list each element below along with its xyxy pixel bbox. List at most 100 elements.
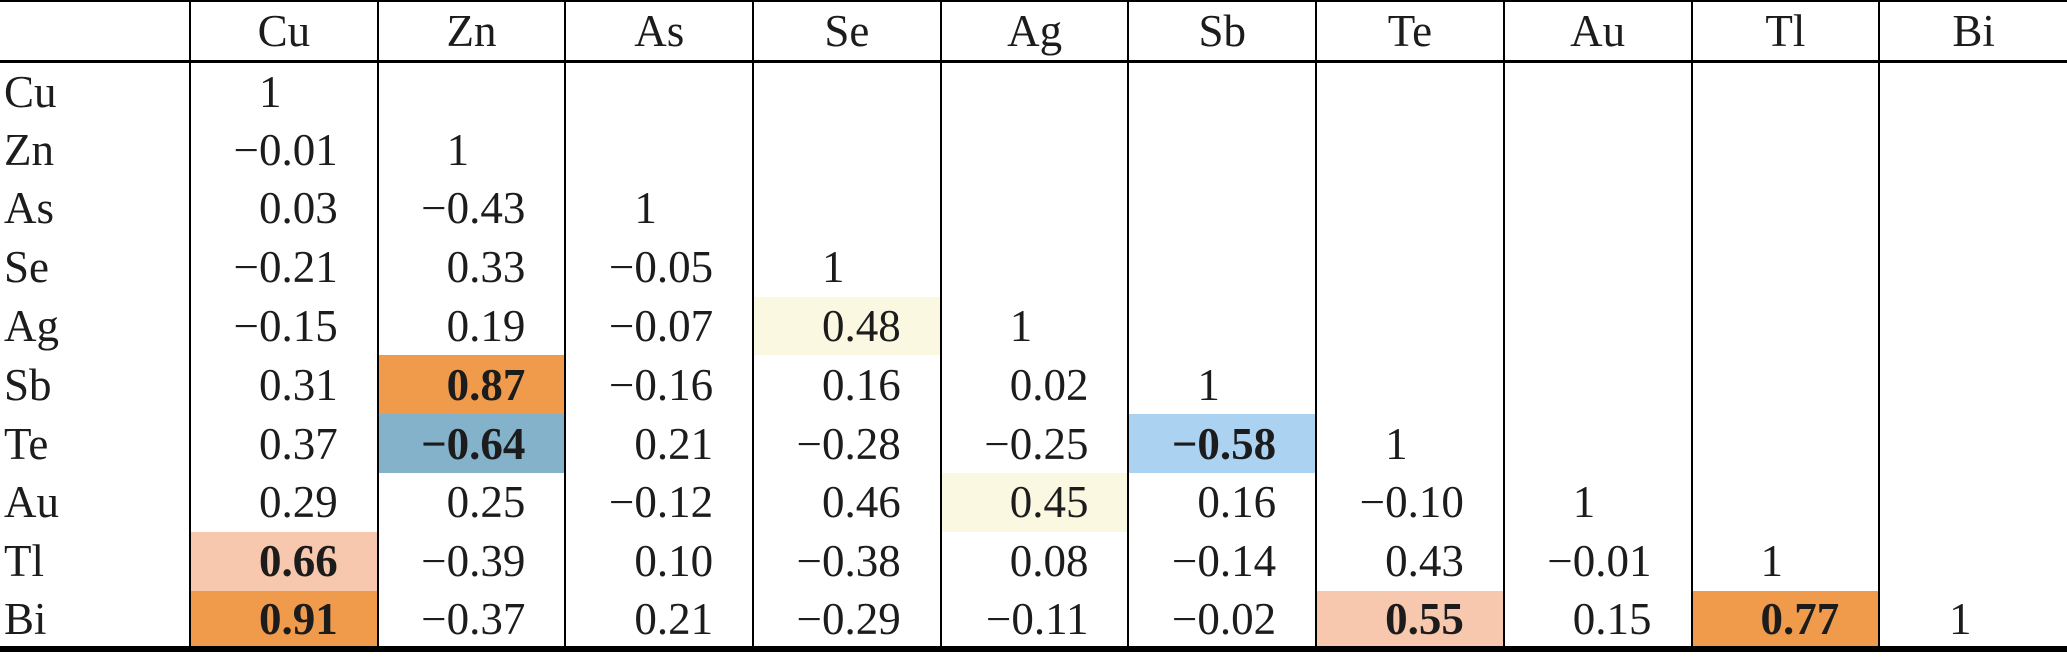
matrix-cell: 0.31 bbox=[189, 355, 378, 415]
matrix-cell: 0.48 bbox=[752, 296, 941, 356]
cell-value: 0.55 bbox=[1385, 593, 1464, 644]
cell-value: −0.25 bbox=[984, 418, 1089, 469]
matrix-cell: 0.21 bbox=[564, 414, 754, 474]
matrix-cell bbox=[1315, 355, 1504, 415]
corner-cell bbox=[0, 1, 190, 63]
cell-value: −0.14 bbox=[1172, 536, 1277, 587]
matrix-cell: 1 bbox=[1127, 355, 1317, 415]
row-label-as: As bbox=[4, 183, 55, 234]
matrix-cell bbox=[1690, 414, 1880, 474]
matrix-cell: 1 bbox=[564, 179, 754, 238]
table-row-bi: Bi 0.91 −0.37 0.21 −0.29 −0.11 −0.02 0.55 0.15 0.… bbox=[0, 590, 2067, 650]
cell-value: 0.03 bbox=[258, 183, 338, 234]
matrix-cell bbox=[1690, 120, 1880, 180]
matrix-cell: −0.05 bbox=[564, 237, 754, 297]
table-row-au: Au 0.29 0.25 −0.12 0.46 0.45 0.16 −0.10 1 bbox=[0, 473, 2067, 532]
matrix-cell: −0.01 bbox=[189, 120, 378, 180]
matrix-cell bbox=[1878, 473, 2067, 532]
table-row-as: As 0.03 −0.43 1 bbox=[0, 179, 2067, 238]
matrix-cell: −0.01 bbox=[1502, 531, 1692, 591]
matrix-cell bbox=[939, 237, 1129, 297]
matrix-cell bbox=[1502, 120, 1692, 180]
column-header-ag: Ag bbox=[939, 1, 1129, 63]
matrix-cell: 0.43 bbox=[1315, 531, 1504, 591]
matrix-cell: 1 bbox=[752, 237, 941, 297]
cell-value: −0.29 bbox=[796, 593, 901, 644]
matrix-cell: 0.02 bbox=[939, 355, 1129, 415]
matrix-cell: −0.43 bbox=[376, 179, 566, 238]
matrix-cell: −0.29 bbox=[752, 590, 941, 650]
column-header-au: Au bbox=[1502, 1, 1692, 63]
row-label-te: Te bbox=[4, 418, 49, 469]
matrix-cell: 0.29 bbox=[189, 473, 378, 532]
column-header-cu: Cu bbox=[189, 1, 378, 63]
header-row: Cu Zn As Se Ag Sb Te Au Tl Bi bbox=[0, 1, 2067, 63]
table-header: Cu Zn As Se Ag Sb Te Au Tl Bi bbox=[0, 1, 2067, 63]
cell-value: −0.21 bbox=[233, 242, 338, 293]
cell-value: 1 bbox=[1572, 477, 1596, 528]
row-label-sb: Sb bbox=[4, 359, 52, 410]
table-row-ag: Ag −0.15 0.19 −0.07 0.48 1 bbox=[0, 296, 2067, 356]
matrix-cell: 0.33 bbox=[376, 237, 566, 297]
cell-value: 0.77 bbox=[1760, 593, 1840, 644]
matrix-cell: −0.28 bbox=[752, 414, 941, 474]
row-label-tl: Tl bbox=[4, 536, 44, 587]
table-row-se: Se −0.21 0.33 −0.05 1 bbox=[0, 237, 2067, 297]
cell-value: 0.15 bbox=[1572, 593, 1652, 644]
table-row-cu: Cu 1 bbox=[0, 61, 2067, 121]
cell-value: −0.28 bbox=[796, 418, 901, 469]
table-row-sb: Sb 0.31 0.87 −0.16 0.16 0.02 1 bbox=[0, 355, 2067, 415]
matrix-cell: 0.91 bbox=[189, 590, 378, 650]
column-header-se: Se bbox=[752, 1, 941, 63]
matrix-cell bbox=[1878, 61, 2067, 121]
column-header-sb: Sb bbox=[1127, 1, 1317, 63]
matrix-cell bbox=[1878, 531, 2067, 591]
matrix-cell bbox=[1315, 179, 1504, 238]
table-row-zn: Zn −0.01 1 bbox=[0, 120, 2067, 180]
matrix-cell bbox=[1502, 355, 1692, 415]
cell-value: −0.15 bbox=[233, 301, 338, 352]
column-header-as: As bbox=[564, 1, 754, 63]
matrix-cell bbox=[752, 120, 941, 180]
row-label-se: Se bbox=[4, 242, 49, 293]
column-header-bi: Bi bbox=[1878, 1, 2067, 63]
cell-value: 0.48 bbox=[822, 301, 901, 352]
cell-value: 0.02 bbox=[1009, 359, 1089, 410]
matrix-cell bbox=[1502, 296, 1692, 356]
matrix-cell bbox=[1502, 414, 1692, 474]
cell-value: −0.16 bbox=[608, 359, 714, 410]
matrix-cell bbox=[1127, 179, 1317, 238]
cell-value: −0.12 bbox=[608, 477, 714, 528]
matrix-cell bbox=[1878, 414, 2067, 474]
matrix-cell bbox=[1690, 473, 1880, 532]
matrix-cell: −0.15 bbox=[189, 296, 378, 356]
cell-value: −0.43 bbox=[421, 183, 526, 234]
cell-value: −0.64 bbox=[420, 418, 526, 469]
cell-value: 1 bbox=[634, 183, 657, 234]
matrix-cell: 0.03 bbox=[189, 179, 378, 238]
matrix-cell bbox=[376, 61, 566, 121]
matrix-cell bbox=[752, 179, 941, 238]
matrix-cell bbox=[564, 120, 754, 180]
cell-value: 0.46 bbox=[822, 477, 901, 528]
matrix-cell: 1 bbox=[189, 61, 378, 121]
row-label-zn: Zn bbox=[4, 124, 54, 175]
cell-value: 1 bbox=[822, 242, 845, 293]
cell-value: 0.10 bbox=[634, 536, 714, 587]
cell-value: 0.87 bbox=[446, 359, 526, 410]
row-label-ag: Ag bbox=[4, 301, 59, 352]
cell-value: −0.38 bbox=[796, 536, 901, 587]
cell-value: 0.25 bbox=[446, 477, 526, 528]
column-header-te: Te bbox=[1315, 1, 1504, 63]
matrix-cell bbox=[564, 61, 754, 121]
cell-value: 0.91 bbox=[258, 593, 338, 644]
cell-value: 1 bbox=[446, 124, 470, 175]
matrix-cell bbox=[1690, 355, 1880, 415]
cell-value: −0.05 bbox=[608, 242, 714, 293]
row-label-bi: Bi bbox=[4, 593, 47, 644]
cell-value: −0.37 bbox=[421, 593, 526, 644]
matrix-cell: 1 bbox=[1315, 414, 1504, 474]
cell-value: −0.39 bbox=[421, 536, 526, 587]
matrix-cell bbox=[1315, 237, 1504, 297]
